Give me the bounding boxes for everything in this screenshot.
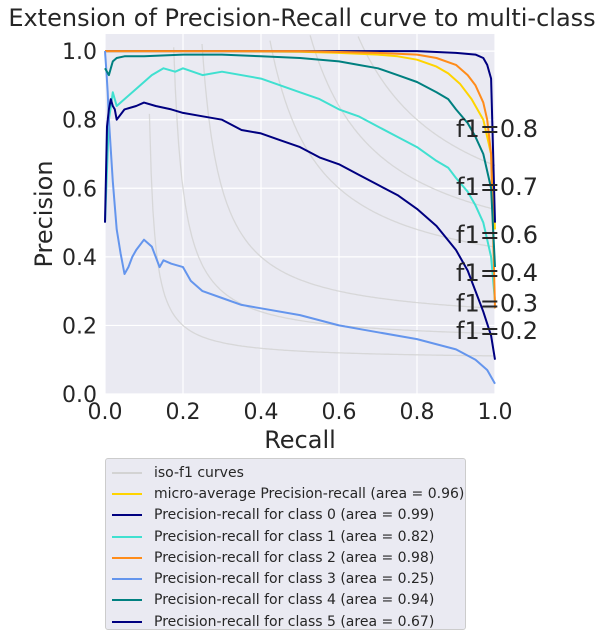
legend-label: micro-average Precision-recall (area = 0… <box>154 485 465 502</box>
legend-item: Precision-recall for class 2 (area = 0.9… <box>106 547 465 568</box>
legend-swatch <box>112 578 142 581</box>
legend-swatch <box>112 514 142 517</box>
series-line <box>104 51 496 385</box>
x-tick-label: 0.6 <box>322 400 357 425</box>
legend-label: Precision-recall for class 2 (area = 0.9… <box>154 549 435 566</box>
iso-f1-label: f1=0.6 <box>456 221 538 249</box>
y-tick-label: 0.4 <box>62 246 97 271</box>
y-tick-label: 0.0 <box>62 383 97 408</box>
x-tick-label: 0.8 <box>400 400 435 425</box>
legend-label: Precision-recall for class 5 (area = 0.6… <box>154 613 435 630</box>
legend-item: Precision-recall for class 1 (area = 0.8… <box>106 526 465 547</box>
legend-label: Precision-recall for class 1 (area = 0.8… <box>154 528 435 545</box>
precision-recall-chart: Extension of Precision-Recall curve to m… <box>8 4 595 454</box>
y-tick-label: 1.0 <box>62 40 97 65</box>
legend-item: micro-average Precision-recall (area = 0… <box>106 483 465 504</box>
legend: iso-f1 curves micro-average Precision-rec… <box>105 458 466 630</box>
series-line <box>104 53 496 268</box>
series-lines <box>104 50 496 385</box>
x-axis-label: Recall <box>264 426 336 454</box>
legend-item: Precision-recall for class 0 (area = 0.9… <box>106 505 465 526</box>
x-tick-labels: 0.0 0.2 0.4 0.6 0.8 1.0 <box>88 400 513 425</box>
series-line <box>105 50 496 309</box>
chart-title: Extension of Precision-Recall curve to m… <box>8 4 595 32</box>
legend-swatch <box>112 620 142 623</box>
x-tick-label: 0.4 <box>244 400 279 425</box>
series-line <box>104 98 496 360</box>
iso-f1-curve <box>201 43 496 309</box>
series-line <box>104 67 496 302</box>
x-tick-label: 0.0 <box>88 400 123 425</box>
legend-item: Precision-recall for class 3 (area = 0.2… <box>106 568 465 589</box>
legend-label: Precision-recall for class 4 (area = 0.9… <box>154 592 435 609</box>
legend-label: Precision-recall for class 0 (area = 0.9… <box>154 507 435 524</box>
x-tick-label: 1.0 <box>478 400 513 425</box>
iso-f1-curve <box>148 113 495 357</box>
iso-f1-label: f1=0.7 <box>456 173 538 201</box>
iso-f1-label: f1=0.2 <box>456 317 538 345</box>
legend-swatch <box>112 556 142 559</box>
legend-swatch <box>112 535 142 538</box>
y-axis-label: Precision <box>30 160 58 267</box>
iso-f1-label: f1=0.8 <box>456 115 538 143</box>
iso-f1-label: f1=0.3 <box>456 290 538 318</box>
y-tick-label: 0.2 <box>62 314 97 339</box>
legend-swatch <box>112 492 142 495</box>
legend-label: Precision-recall for class 3 (area = 0.2… <box>154 571 435 588</box>
legend-item: Precision-recall for class 4 (area = 0.9… <box>106 590 465 611</box>
legend-swatch <box>112 471 142 474</box>
y-tick-label: 0.6 <box>62 177 97 202</box>
legend-item: Precision-recall for class 5 (area = 0.6… <box>106 611 465 632</box>
legend-item: iso-f1 curves <box>106 462 465 483</box>
y-tick-labels: 0.0 0.2 0.4 0.6 0.8 1.0 <box>62 40 97 408</box>
iso-f1-label: f1=0.4 <box>456 259 538 287</box>
plot-background <box>105 34 495 394</box>
legend-label: iso-f1 curves <box>154 464 244 481</box>
legend-swatch <box>112 599 142 602</box>
y-tick-label: 0.8 <box>62 109 97 134</box>
x-tick-label: 0.2 <box>166 400 201 425</box>
iso-f1-labels: f1=0.2f1=0.3 f1=0.4 f1=0.6 f1=0.7 f1=0.8 <box>456 115 538 345</box>
iso-f1-curve <box>357 36 496 167</box>
